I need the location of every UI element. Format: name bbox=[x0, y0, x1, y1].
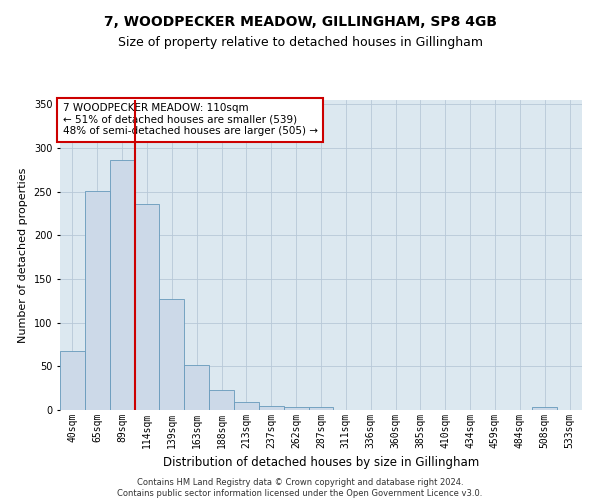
Text: Size of property relative to detached houses in Gillingham: Size of property relative to detached ho… bbox=[118, 36, 482, 49]
Text: Contains HM Land Registry data © Crown copyright and database right 2024.
Contai: Contains HM Land Registry data © Crown c… bbox=[118, 478, 482, 498]
Bar bbox=[532, 408, 557, 410]
Bar bbox=[184, 364, 209, 410]
Y-axis label: Number of detached properties: Number of detached properties bbox=[18, 168, 28, 342]
Text: 7, WOODPECKER MEADOW, GILLINGHAM, SP8 4GB: 7, WOODPECKER MEADOW, GILLINGHAM, SP8 4G… bbox=[104, 15, 497, 29]
X-axis label: Distribution of detached houses by size in Gillingham: Distribution of detached houses by size … bbox=[163, 456, 479, 469]
Bar bbox=[134, 204, 160, 410]
Bar bbox=[85, 191, 110, 410]
Bar bbox=[234, 402, 259, 410]
Bar bbox=[110, 160, 134, 410]
Bar bbox=[308, 408, 334, 410]
Bar bbox=[284, 408, 308, 410]
Text: 7 WOODPECKER MEADOW: 110sqm
← 51% of detached houses are smaller (539)
48% of se: 7 WOODPECKER MEADOW: 110sqm ← 51% of det… bbox=[62, 103, 317, 136]
Bar bbox=[259, 406, 284, 410]
Bar bbox=[209, 390, 234, 410]
Bar bbox=[60, 352, 85, 410]
Bar bbox=[160, 299, 184, 410]
